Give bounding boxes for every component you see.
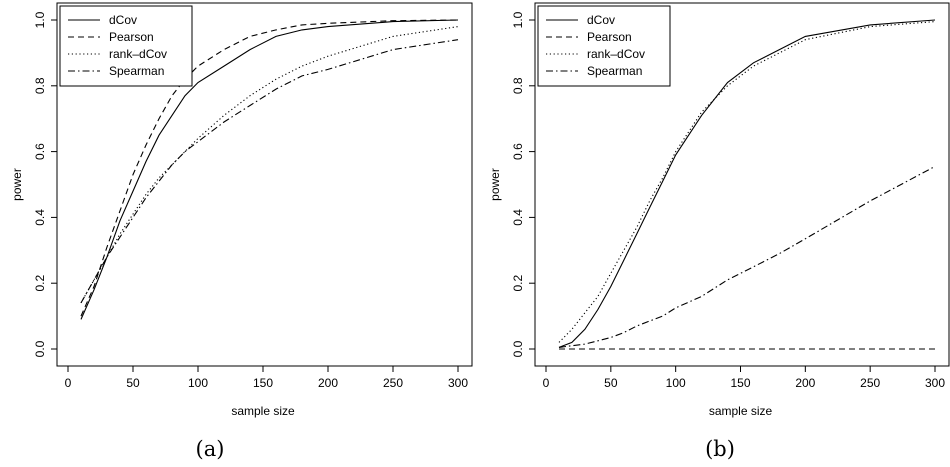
x-tick-label: 250 (383, 376, 403, 390)
x-tick-label: 200 (795, 376, 815, 390)
chart-panel-a: 0 50 100 150 200 250 300 0.0 0.2 0.4 0.6 0.8 1.0 samp… (10, 2, 473, 461)
legend-label: Spearman (587, 64, 642, 78)
legend-label: Pearson (587, 30, 632, 44)
legend-label: rank–dCov (587, 47, 645, 61)
y-tick-label: 0.8 (33, 77, 47, 94)
series-line-dashdot (80, 39, 459, 304)
legend-frame (537, 5, 671, 87)
x-tick-label: 50 (126, 376, 140, 390)
legend-label: dCov (587, 13, 615, 27)
panel-caption: (b) (705, 437, 735, 461)
y-tick-label: 0.4 (511, 209, 525, 226)
y-tick-label: 0.2 (511, 275, 525, 292)
x-axis-label: sample size (709, 404, 773, 418)
chart-panel-b: 0 50 100 150 200 250 300 0.0 0.2 0.4 0.6 0.8 1.0 samp… (488, 2, 950, 461)
x-tick-label: 0 (543, 376, 550, 390)
legend-label: rank–dCov (109, 47, 167, 61)
series-line-solid (80, 19, 459, 320)
y-tick-label: 1.0 (33, 11, 47, 28)
x-tick-label: 150 (253, 376, 273, 390)
y-tick-label: 0.0 (33, 340, 47, 357)
panel-caption: (a) (196, 437, 225, 461)
legend: dCov Pearson rank–dCov Spearman (59, 5, 193, 87)
y-tick-label: 0.6 (511, 143, 525, 160)
legend-frame (59, 5, 193, 87)
y-tick-label: 0.0 (511, 340, 525, 357)
y-axis-label: power (488, 168, 502, 201)
x-tick-label: 250 (860, 376, 880, 390)
series-line-dashed (80, 19, 459, 317)
x-tick-label: 300 (925, 376, 945, 390)
legend-label: Pearson (109, 30, 154, 44)
x-tick-label: 0 (65, 376, 72, 390)
series-line-dashdot (558, 165, 936, 348)
legend-label: dCov (109, 13, 137, 27)
x-tick-label: 100 (188, 376, 208, 390)
y-tick-label: 0.6 (33, 143, 47, 160)
legend: dCov Pearson rank–dCov Spearman (537, 5, 671, 87)
y-tick-label: 0.4 (33, 209, 47, 226)
y-tick-label: 0.8 (511, 77, 525, 94)
y-axis-label: power (10, 168, 24, 201)
x-axis-label: sample size (231, 404, 295, 418)
series-line-solid (558, 19, 936, 348)
x-tick-label: 50 (604, 376, 618, 390)
y-tick-label: 0.2 (33, 275, 47, 292)
series-line-dotted (558, 21, 936, 343)
y-tick-label: 1.0 (511, 11, 525, 28)
legend-label: Spearman (109, 64, 164, 78)
x-tick-label: 300 (448, 376, 468, 390)
x-tick-label: 100 (666, 376, 686, 390)
x-tick-label: 150 (730, 376, 750, 390)
x-tick-label: 200 (318, 376, 338, 390)
